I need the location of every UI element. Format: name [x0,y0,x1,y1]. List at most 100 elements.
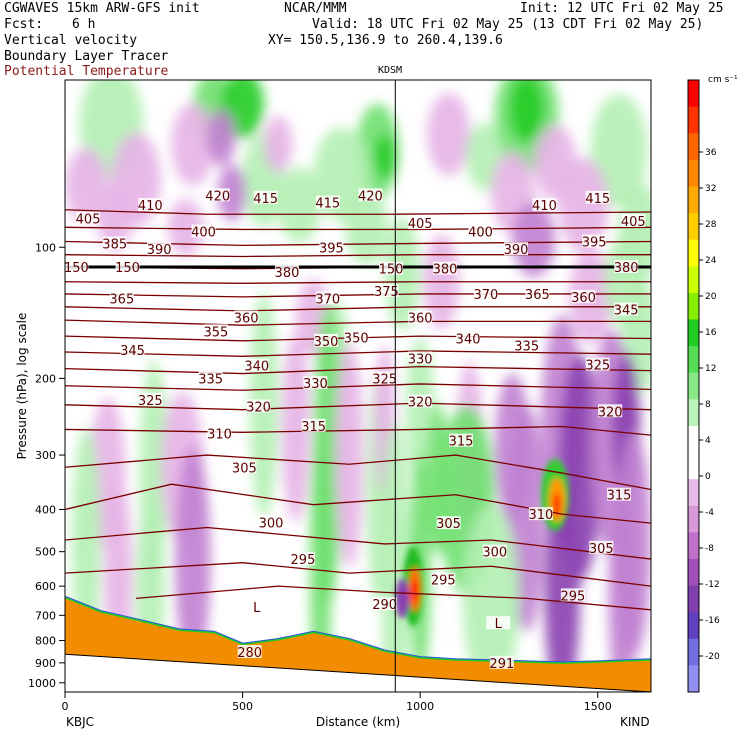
theta-contour-label: 335 [198,372,223,387]
colorbar-label: 12 [705,364,716,374]
colorbar-label: -12 [705,580,720,590]
theta-contour-label: 395 [582,235,607,250]
y-tick-label: 1000 [28,677,56,690]
colorbar-swatch [688,346,699,374]
theta-contour-label: 345 [120,344,145,359]
colorbar-label: 28 [705,220,717,230]
theta-contour-label: 295 [431,574,456,589]
theta-contour-label: 380 [614,261,639,276]
theta-contour-label: 365 [109,292,134,307]
y-tick-label: 100 [35,241,56,254]
pressure-axis: 100 200 300 400 500 600 700 800 900 1000 [28,241,65,690]
theta-contour-label: 150 [64,261,89,276]
theta-contour-label: 375 [374,285,399,300]
vertical-velocity-field [65,80,651,692]
potential-temperature-contours: 420 415 420 415 410 415 410 405 405 405 400 400 385 3… [64,188,651,672]
colorbar-label: 4 [705,436,711,446]
theta-contour-label: 410 [138,199,163,214]
theta-contour [65,281,651,284]
theta-contour-label: 320 [408,395,433,410]
theta-contour-label: 320 [246,400,271,415]
theta-contour-label: 405 [408,217,433,232]
colorbar-swatch [688,505,699,533]
theta-contour-label: 380 [433,263,458,278]
theta-contour-label: 330 [408,352,433,367]
theta-contour-label: 365 [525,288,550,303]
theta-contour-label: 280 [237,646,262,661]
cross-section-endpoints: XY= 150.5,136.9 to 260.4,139.6 [268,33,503,48]
y-axis-title: Pressure (hPa), log scale [15,313,29,460]
colorbar-label: 0 [705,472,711,482]
colorbar-label: 8 [705,400,711,410]
theta-contour-label: 340 [456,333,481,348]
colorbar-swatch [688,159,699,187]
colorbar-swatch [688,425,699,454]
theta-contour [135,585,651,611]
colorbar-swatch [688,133,699,161]
y-tick-label: 900 [35,657,56,670]
theta-contour-label: 380 [275,266,300,281]
colorbar-label: 36 [705,148,717,158]
theta-contour [65,226,651,231]
colorbar-swatch [688,266,699,294]
x-tick-label: 1500 [584,700,612,713]
theta-contour-label: 310 [207,428,232,443]
theta-contour [65,425,651,436]
theta-contour-label: 305 [589,542,614,557]
theta-contour-label: 390 [147,243,172,258]
colorbar-label: -16 [705,616,720,626]
theta-contour-label: 355 [204,325,229,340]
colorbar-swatch [688,80,699,108]
theta-contour-label: L [495,617,503,632]
plot-frame [64,79,652,693]
theta-contour [65,454,651,491]
theta-contour-label: 325 [372,372,397,387]
theta-contour [65,319,651,326]
colorbar-swatch [688,213,699,241]
field-vertical-velocity: Vertical velocity [4,33,138,48]
theta-contour-label: 310 [528,508,553,523]
colorbar-swatch [688,479,699,507]
theta-contour [65,526,651,560]
forecast-hour: 6 h [72,17,96,32]
theta-contour-label: 305 [436,517,461,532]
x-axis-title: Distance (km) [316,715,400,729]
init-time: Init: 12 UTC Fri 02 May 25 [520,1,724,16]
theta-contour-label: 345 [614,304,639,319]
theta-contour [65,350,651,357]
theta-contour [65,254,651,258]
theta-contour-label: 370 [473,288,498,303]
station-top-label: KDSM [378,65,403,76]
theta-contour-label: 150 [379,263,404,278]
distance-axis: 0 500 1000 1500 [62,692,612,713]
colorbar-label: 24 [705,256,717,266]
theta-contour-label: 330 [303,377,328,392]
colorbar-swatch [688,106,699,134]
theta-contour-label: 315 [449,435,474,450]
x-tick-label: 1000 [406,700,434,713]
theta-contour-label: 315 [301,420,326,435]
y-tick-label: 800 [35,635,56,648]
forecast-label: Fcst: [4,17,44,32]
theta-contour-label: 395 [319,241,344,256]
theta-contour-label: 400 [191,225,216,240]
colorbar-label: -8 [705,544,714,554]
theta-contour-label: L [253,601,261,616]
colorbar-label: 32 [705,184,716,194]
y-tick-label: 400 [35,503,56,516]
station-right-label: KIND [620,715,650,729]
theta-contour-label: 295 [291,553,316,568]
theta-contour [65,209,651,215]
colorbar-label: -20 [705,652,720,662]
colorbar-swatch [688,372,699,400]
x-tick-label: 0 [62,700,69,713]
valid-time: Valid: 18 UTC Fri 02 May 25 (13 CDT Fri … [312,17,704,32]
theta-contour-label: 360 [571,291,596,306]
theta-contour-label: 300 [482,546,507,561]
theta-contour [65,483,651,524]
theta-contour-label: 305 [232,461,257,476]
colorbar-label: -4 [705,508,714,518]
theta-contour-label: 385 [102,237,127,252]
theta-contour-label: 420 [358,189,383,204]
